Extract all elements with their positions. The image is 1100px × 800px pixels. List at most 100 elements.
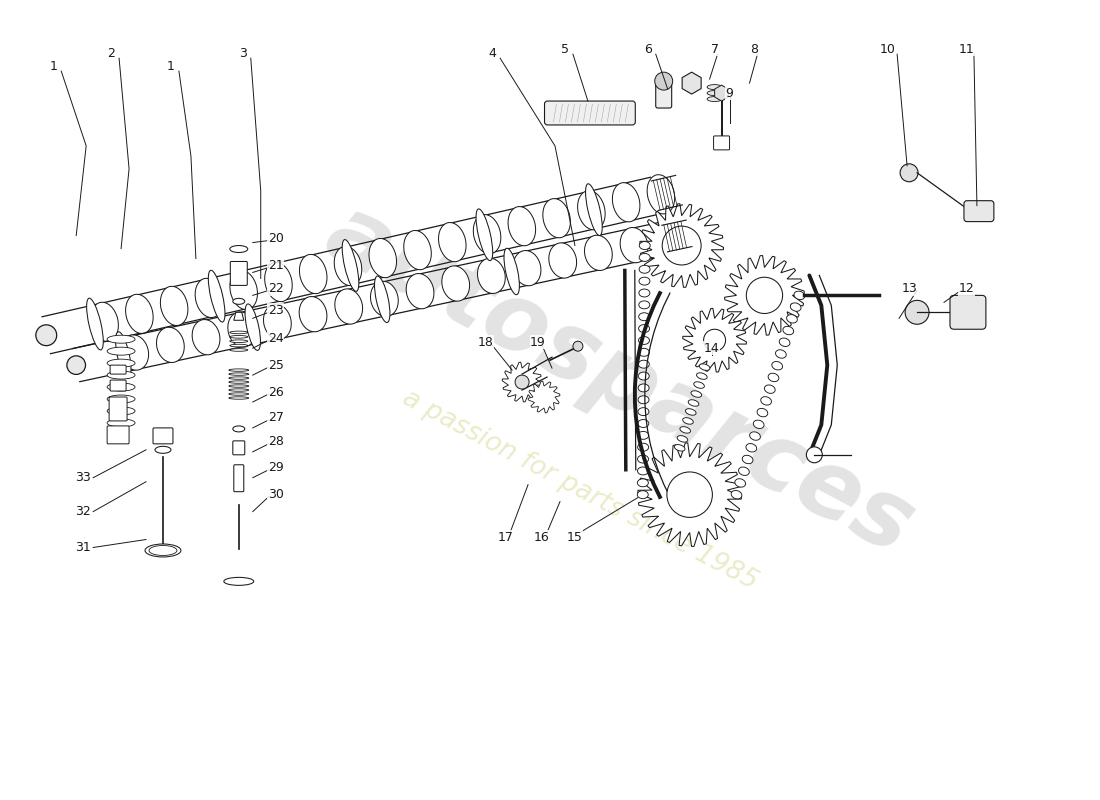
Ellipse shape bbox=[783, 326, 794, 334]
Text: 17: 17 bbox=[497, 531, 513, 544]
Text: 25: 25 bbox=[267, 358, 284, 372]
Ellipse shape bbox=[757, 408, 768, 417]
Ellipse shape bbox=[707, 90, 722, 95]
FancyBboxPatch shape bbox=[110, 380, 126, 391]
Text: 1: 1 bbox=[50, 60, 57, 73]
Text: 20: 20 bbox=[267, 232, 284, 245]
Circle shape bbox=[905, 300, 930, 324]
Ellipse shape bbox=[696, 373, 707, 379]
Ellipse shape bbox=[638, 384, 649, 392]
Text: 28: 28 bbox=[267, 435, 284, 448]
Ellipse shape bbox=[223, 578, 254, 586]
Text: 30: 30 bbox=[267, 488, 284, 501]
Ellipse shape bbox=[228, 312, 255, 347]
Text: 23: 23 bbox=[267, 304, 284, 317]
Ellipse shape bbox=[230, 344, 248, 347]
Ellipse shape bbox=[786, 314, 798, 323]
Ellipse shape bbox=[230, 246, 248, 253]
Ellipse shape bbox=[794, 291, 805, 299]
FancyBboxPatch shape bbox=[714, 136, 729, 150]
Text: 5: 5 bbox=[561, 42, 569, 56]
Ellipse shape bbox=[638, 419, 649, 427]
Ellipse shape bbox=[229, 381, 249, 383]
Circle shape bbox=[67, 356, 86, 374]
Circle shape bbox=[806, 447, 823, 462]
Ellipse shape bbox=[107, 359, 135, 367]
Circle shape bbox=[662, 226, 701, 265]
Text: 1: 1 bbox=[167, 60, 175, 73]
Ellipse shape bbox=[107, 335, 135, 343]
Ellipse shape bbox=[155, 446, 170, 454]
Text: 21: 21 bbox=[267, 259, 284, 272]
FancyBboxPatch shape bbox=[230, 262, 248, 286]
Ellipse shape bbox=[639, 266, 650, 274]
Ellipse shape bbox=[404, 230, 431, 270]
Text: 32: 32 bbox=[75, 505, 91, 518]
Ellipse shape bbox=[768, 374, 779, 382]
Ellipse shape bbox=[229, 389, 249, 391]
Ellipse shape bbox=[689, 400, 698, 406]
Ellipse shape bbox=[107, 371, 135, 379]
Ellipse shape bbox=[678, 436, 688, 442]
Text: 22: 22 bbox=[267, 282, 284, 295]
Text: 33: 33 bbox=[75, 471, 91, 484]
Ellipse shape bbox=[694, 382, 704, 388]
Ellipse shape bbox=[638, 455, 649, 463]
Ellipse shape bbox=[230, 331, 248, 334]
FancyBboxPatch shape bbox=[109, 397, 128, 421]
Ellipse shape bbox=[148, 546, 177, 555]
Circle shape bbox=[515, 375, 529, 389]
Ellipse shape bbox=[229, 393, 249, 395]
FancyBboxPatch shape bbox=[107, 426, 129, 444]
Ellipse shape bbox=[121, 335, 148, 370]
Ellipse shape bbox=[229, 385, 249, 387]
Ellipse shape bbox=[195, 278, 222, 318]
Ellipse shape bbox=[229, 377, 249, 379]
Ellipse shape bbox=[746, 443, 757, 452]
Ellipse shape bbox=[638, 443, 649, 451]
Circle shape bbox=[746, 278, 782, 314]
Ellipse shape bbox=[683, 418, 693, 424]
Circle shape bbox=[573, 342, 583, 351]
Ellipse shape bbox=[638, 337, 649, 345]
Ellipse shape bbox=[772, 362, 782, 370]
Ellipse shape bbox=[638, 467, 648, 475]
Ellipse shape bbox=[639, 242, 650, 250]
Ellipse shape bbox=[639, 277, 650, 285]
Ellipse shape bbox=[473, 214, 500, 254]
Ellipse shape bbox=[620, 227, 648, 262]
Ellipse shape bbox=[156, 327, 185, 362]
Ellipse shape bbox=[514, 250, 541, 286]
Ellipse shape bbox=[691, 390, 702, 398]
Ellipse shape bbox=[334, 289, 363, 324]
Text: autosparces: autosparces bbox=[310, 186, 930, 574]
Ellipse shape bbox=[229, 397, 249, 399]
Polygon shape bbox=[234, 312, 244, 320]
Text: 7: 7 bbox=[711, 42, 718, 56]
Ellipse shape bbox=[638, 360, 649, 368]
Polygon shape bbox=[725, 255, 804, 335]
Ellipse shape bbox=[245, 304, 261, 350]
Ellipse shape bbox=[299, 254, 327, 294]
FancyBboxPatch shape bbox=[110, 365, 126, 374]
Ellipse shape bbox=[233, 298, 245, 304]
Ellipse shape bbox=[87, 298, 103, 350]
Ellipse shape bbox=[230, 270, 257, 310]
Ellipse shape bbox=[638, 408, 649, 415]
Ellipse shape bbox=[91, 302, 119, 342]
Ellipse shape bbox=[116, 332, 131, 378]
Ellipse shape bbox=[790, 303, 801, 311]
Ellipse shape bbox=[107, 395, 135, 403]
Ellipse shape bbox=[477, 258, 505, 294]
Polygon shape bbox=[503, 362, 542, 402]
Text: 31: 31 bbox=[75, 541, 91, 554]
Text: 29: 29 bbox=[267, 462, 284, 474]
Circle shape bbox=[667, 472, 713, 518]
Ellipse shape bbox=[749, 432, 760, 440]
Ellipse shape bbox=[656, 220, 683, 255]
Ellipse shape bbox=[584, 235, 613, 270]
Text: 2: 2 bbox=[107, 46, 116, 60]
Ellipse shape bbox=[707, 97, 722, 102]
Circle shape bbox=[900, 164, 918, 182]
Circle shape bbox=[654, 72, 673, 90]
